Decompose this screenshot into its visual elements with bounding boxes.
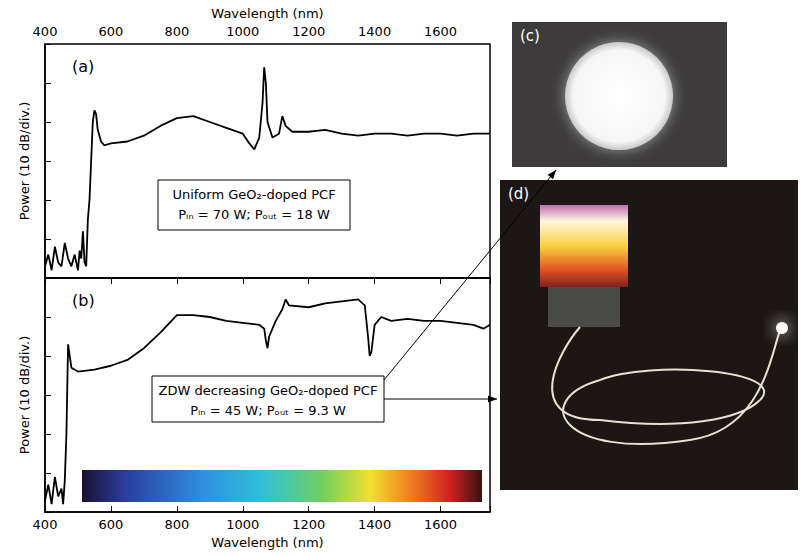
svg-text:1000: 1000 [226, 24, 259, 39]
svg-text:(c): (c) [520, 27, 540, 45]
svg-text:(b): (b) [72, 291, 95, 310]
svg-text:Wavelength (nm): Wavelength (nm) [211, 535, 323, 550]
svg-text:800: 800 [164, 24, 189, 39]
svg-text:1400: 1400 [358, 24, 391, 39]
svg-text:800: 800 [164, 517, 189, 532]
svg-text:Power (10 dB/div.): Power (10 dB/div.) [17, 102, 32, 221]
svg-text:(a): (a) [72, 57, 94, 76]
svg-text:400: 400 [33, 517, 58, 532]
svg-text:1000: 1000 [226, 517, 259, 532]
svg-text:1600: 1600 [424, 24, 457, 39]
svg-text:400: 400 [33, 24, 58, 39]
svg-text:1400: 1400 [358, 517, 391, 532]
svg-text:600: 600 [99, 517, 124, 532]
svg-text:Wavelength (nm): Wavelength (nm) [211, 6, 323, 21]
svg-text:ZDW decreasing GeO₂-doped PCF: ZDW decreasing GeO₂-doped PCF [159, 383, 378, 398]
svg-text:1600: 1600 [424, 517, 457, 532]
svg-text:(d): (d) [508, 185, 529, 203]
svg-text:Pᵢₙ = 70 W; Pₒᵤₜ = 18 W: Pᵢₙ = 70 W; Pₒᵤₜ = 18 W [178, 207, 330, 222]
svg-text:Power (10 dB/div.): Power (10 dB/div.) [17, 336, 32, 455]
svg-text:Uniform GeO₂-doped PCF: Uniform GeO₂-doped PCF [172, 187, 335, 202]
svg-text:1200: 1200 [292, 517, 325, 532]
svg-text:600: 600 [99, 24, 124, 39]
svg-text:Pᵢₙ = 45 W; Pₒᵤₜ = 9.3 W: Pᵢₙ = 45 W; Pₒᵤₜ = 9.3 W [190, 403, 346, 418]
svg-text:1200: 1200 [292, 24, 325, 39]
